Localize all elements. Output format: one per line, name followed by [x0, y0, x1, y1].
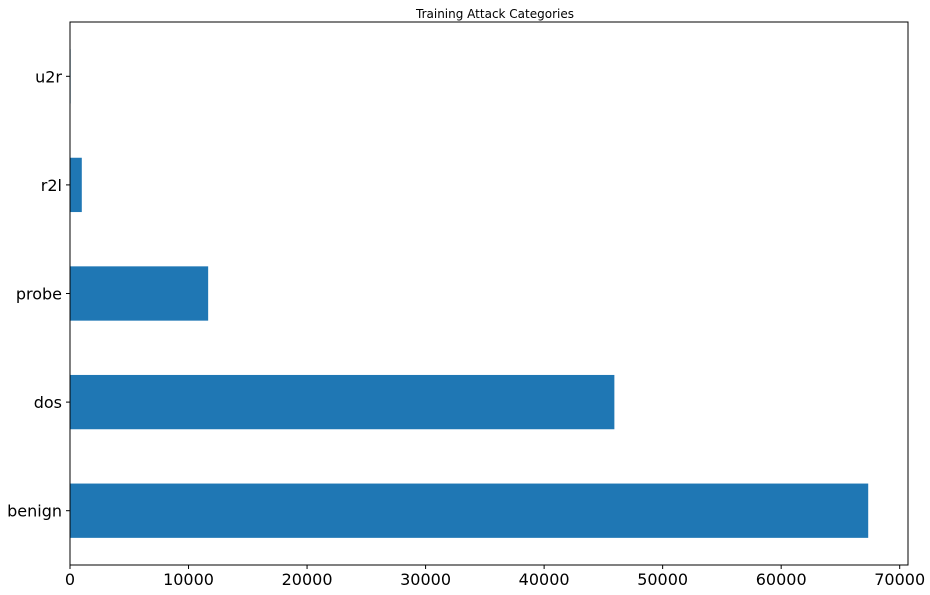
- x-tick-label: 60000: [756, 570, 807, 589]
- chart-title: Training Attack Categories: [415, 7, 574, 21]
- x-tick-label: 40000: [519, 570, 570, 589]
- bars-group: [70, 49, 869, 538]
- plot-frame: [69, 21, 909, 566]
- bar-benign: [70, 483, 869, 538]
- bar-probe: [70, 266, 209, 321]
- bar-r2l: [70, 157, 82, 213]
- x-ticks: 0 10000 20000 30000 40000 50000 60000 70000: [65, 565, 925, 589]
- bar-dos: [70, 374, 615, 430]
- y-tick-label-dos: dos: [34, 393, 62, 412]
- x-tick-label: 70000: [874, 570, 925, 589]
- x-tick-label: 0: [65, 570, 75, 589]
- x-tick-label: 50000: [637, 570, 688, 589]
- x-tick-label: 20000: [282, 570, 333, 589]
- y-tick-label-u2r: u2r: [35, 67, 62, 86]
- y-tick-label-benign: benign: [7, 502, 62, 521]
- x-tick-label: 10000: [163, 570, 214, 589]
- y-tick-label-probe: probe: [16, 285, 62, 304]
- y-tick-labels: benign dos probe r2l u2r: [7, 67, 70, 521]
- y-tick-label-r2l: r2l: [41, 176, 62, 195]
- x-tick-label: 30000: [400, 570, 451, 589]
